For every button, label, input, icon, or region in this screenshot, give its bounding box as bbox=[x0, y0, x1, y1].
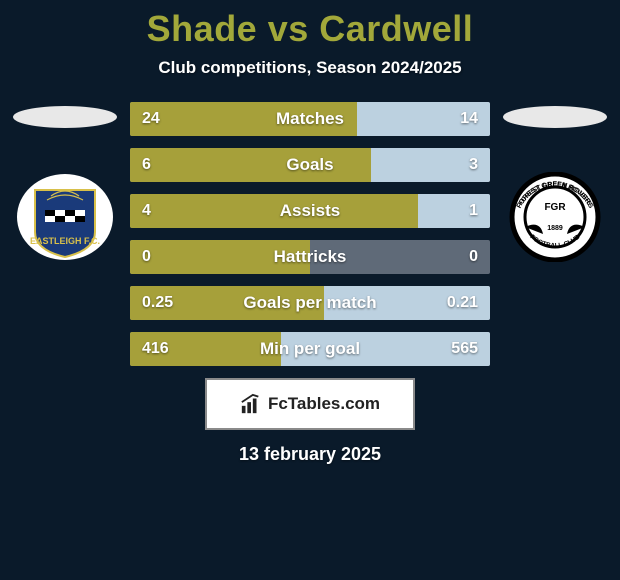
stat-label: Goals per match bbox=[130, 286, 490, 320]
stats-column: 24Matches14 6Goals3 4Assists1 0Hattricks0 0.… bbox=[124, 102, 496, 366]
forest-green-badge-icon: FGR 1889 FOREST GREEN ROVERS FOREST GREE… bbox=[505, 172, 605, 262]
stat-label: Hattricks bbox=[130, 240, 490, 274]
source-badge[interactable]: FcTables.com bbox=[205, 378, 415, 430]
svg-text:FGR: FGR bbox=[544, 202, 566, 213]
stat-row: 0.25Goals per match0.21 bbox=[130, 286, 490, 320]
stat-value-right: 1 bbox=[469, 194, 478, 228]
svg-text:EASTLEIGH F.C.: EASTLEIGH F.C. bbox=[30, 236, 100, 246]
stat-row: 4Assists1 bbox=[130, 194, 490, 228]
page-title: Shade vs Cardwell bbox=[0, 0, 620, 50]
comparison-date: 13 february 2025 bbox=[0, 444, 620, 465]
right-club-column: FGR 1889 FOREST GREEN ROVERS FOREST GREE… bbox=[496, 102, 614, 366]
stat-row: 6Goals3 bbox=[130, 148, 490, 182]
stat-label: Assists bbox=[130, 194, 490, 228]
source-label: FcTables.com bbox=[268, 394, 380, 414]
stat-value-right: 0 bbox=[469, 240, 478, 274]
stat-label: Min per goal bbox=[130, 332, 490, 366]
stat-row: 416Min per goal565 bbox=[130, 332, 490, 366]
right-player-placeholder bbox=[503, 106, 607, 128]
stat-value-right: 565 bbox=[451, 332, 478, 366]
left-club-badge: EASTLEIGH F.C. bbox=[15, 172, 115, 262]
eastleigh-badge-icon: EASTLEIGH F.C. bbox=[15, 172, 115, 262]
left-player-placeholder bbox=[13, 106, 117, 128]
stat-row: 24Matches14 bbox=[130, 102, 490, 136]
right-club-badge: FGR 1889 FOREST GREEN ROVERS FOREST GREE… bbox=[505, 172, 605, 262]
stat-value-right: 3 bbox=[469, 148, 478, 182]
left-club-column: EASTLEIGH F.C. bbox=[6, 102, 124, 366]
page-subtitle: Club competitions, Season 2024/2025 bbox=[0, 58, 620, 78]
main-layout: EASTLEIGH F.C. 24Matches14 6Goals3 4Assist… bbox=[0, 102, 620, 366]
stat-row: 0Hattricks0 bbox=[130, 240, 490, 274]
stat-label: Goals bbox=[130, 148, 490, 182]
stat-value-right: 0.21 bbox=[447, 286, 478, 320]
chart-icon bbox=[240, 393, 262, 415]
stat-value-right: 14 bbox=[460, 102, 478, 136]
comparison-card: Shade vs Cardwell Club competitions, Sea… bbox=[0, 0, 620, 580]
svg-text:1889: 1889 bbox=[547, 225, 563, 232]
stat-label: Matches bbox=[130, 102, 490, 136]
